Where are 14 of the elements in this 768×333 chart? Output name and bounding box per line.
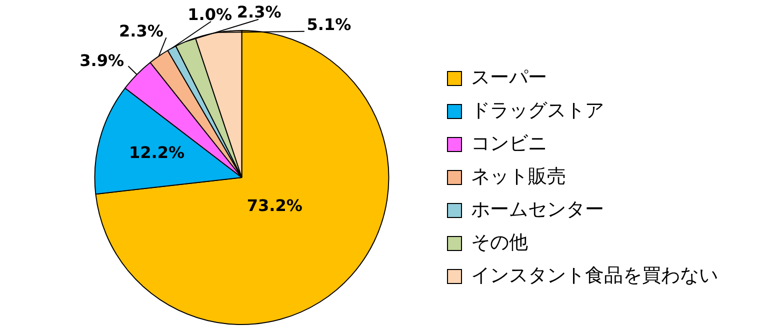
data-label: 3.9% bbox=[80, 51, 124, 70]
legend-label: ホームセンター bbox=[471, 198, 604, 220]
legend-label: インスタント食品を買わない bbox=[471, 264, 718, 286]
legend-label: ネット販売 bbox=[471, 165, 566, 188]
data-label: 1.0% bbox=[188, 4, 232, 24]
data-label: 2.3% bbox=[119, 21, 164, 40]
legend-label: コンビニ bbox=[471, 132, 547, 154]
legend-label: ドラッグストア bbox=[471, 99, 604, 122]
legend-label: スーパー bbox=[471, 66, 547, 88]
data-label: 12.2% bbox=[128, 143, 185, 162]
data-label: 73.2% bbox=[246, 196, 302, 216]
legend-label: その他 bbox=[471, 231, 528, 254]
data-label: 5.1% bbox=[306, 15, 352, 34]
data-label: 2.3% bbox=[236, 2, 282, 22]
